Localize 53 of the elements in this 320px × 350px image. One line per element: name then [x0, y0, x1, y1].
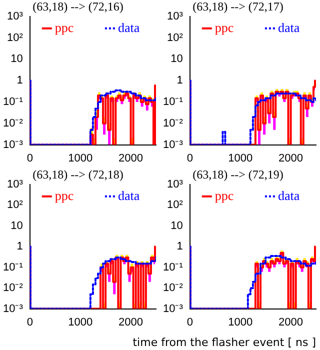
y-tick-label: 10³ [6, 178, 24, 190]
x-tick-label: 2000 [118, 152, 144, 164]
legend-label: ppc [54, 188, 74, 203]
y-tick-label: 10³ [6, 10, 24, 22]
y-tick-label: 10² [6, 199, 24, 212]
y-tick-label: 10² [166, 199, 184, 212]
y-tick-label: 10 [170, 220, 183, 232]
x-tick-label: 0 [26, 316, 33, 328]
x-tick-label: 1000 [68, 316, 93, 328]
chart-title: (63,18) --> (72,18) [32, 167, 124, 182]
y-tick-label: 1 [176, 240, 183, 253]
y-tick-label: 10 [170, 53, 183, 66]
legend-label: data [118, 20, 140, 35]
y-tick-label: 10⁻³ [2, 138, 24, 151]
x-tick-label: 0 [186, 316, 193, 328]
y-tick-label: 1 [16, 240, 23, 253]
chart-title: (63,18) --> (72,19) [192, 167, 284, 182]
y-tick-label: 10⁻² [162, 282, 184, 294]
y-tick-label: 10 [10, 220, 23, 232]
x-tick-label: 0 [26, 152, 33, 164]
y-tick-label: 1 [16, 74, 23, 87]
legend-label: data [118, 188, 140, 203]
x-tick-label: 1000 [68, 152, 93, 164]
x-tick-label: 2000 [278, 152, 304, 164]
legend-label: ppc [54, 20, 74, 35]
y-tick-label: 10² [166, 32, 184, 44]
y-tick-label: 10⁻³ [2, 302, 24, 315]
legend-label: ppc [214, 188, 234, 203]
x-tick-label: 1000 [228, 152, 253, 164]
x-tick-label: 2000 [278, 316, 304, 328]
y-tick-label: 10⁻¹ [162, 96, 184, 108]
y-tick-label: 1 [176, 74, 183, 87]
y-tick-label: 10⁻¹ [162, 261, 184, 274]
x-axis-title: time from the flasher event [ ns ] [132, 336, 316, 349]
legend-label: ppc [214, 20, 234, 35]
x-tick-label: 0 [186, 152, 193, 164]
y-tick-label: 10³ [166, 10, 184, 22]
y-tick-label: 10 [10, 53, 23, 66]
y-tick-label: 10² [6, 32, 24, 44]
legend-label: data [278, 20, 300, 35]
legend-label: data [278, 188, 300, 203]
chart-title: (63,18) --> (72,17) [192, 0, 284, 14]
y-tick-label: 10⁻² [2, 282, 24, 294]
y-tick-label: 10⁻² [2, 117, 24, 130]
y-tick-label: 10⁻³ [162, 138, 184, 151]
y-tick-label: 10⁻³ [162, 302, 184, 315]
chart-title: (63,18) --> (72,16) [32, 0, 124, 14]
y-tick-label: 10⁻¹ [2, 96, 24, 108]
y-tick-label: 10⁻² [162, 117, 184, 130]
x-tick-label: 2000 [118, 316, 144, 328]
y-tick-label: 10⁻¹ [2, 261, 24, 274]
y-tick-label: 10³ [166, 178, 184, 190]
x-tick-label: 1000 [228, 316, 253, 328]
